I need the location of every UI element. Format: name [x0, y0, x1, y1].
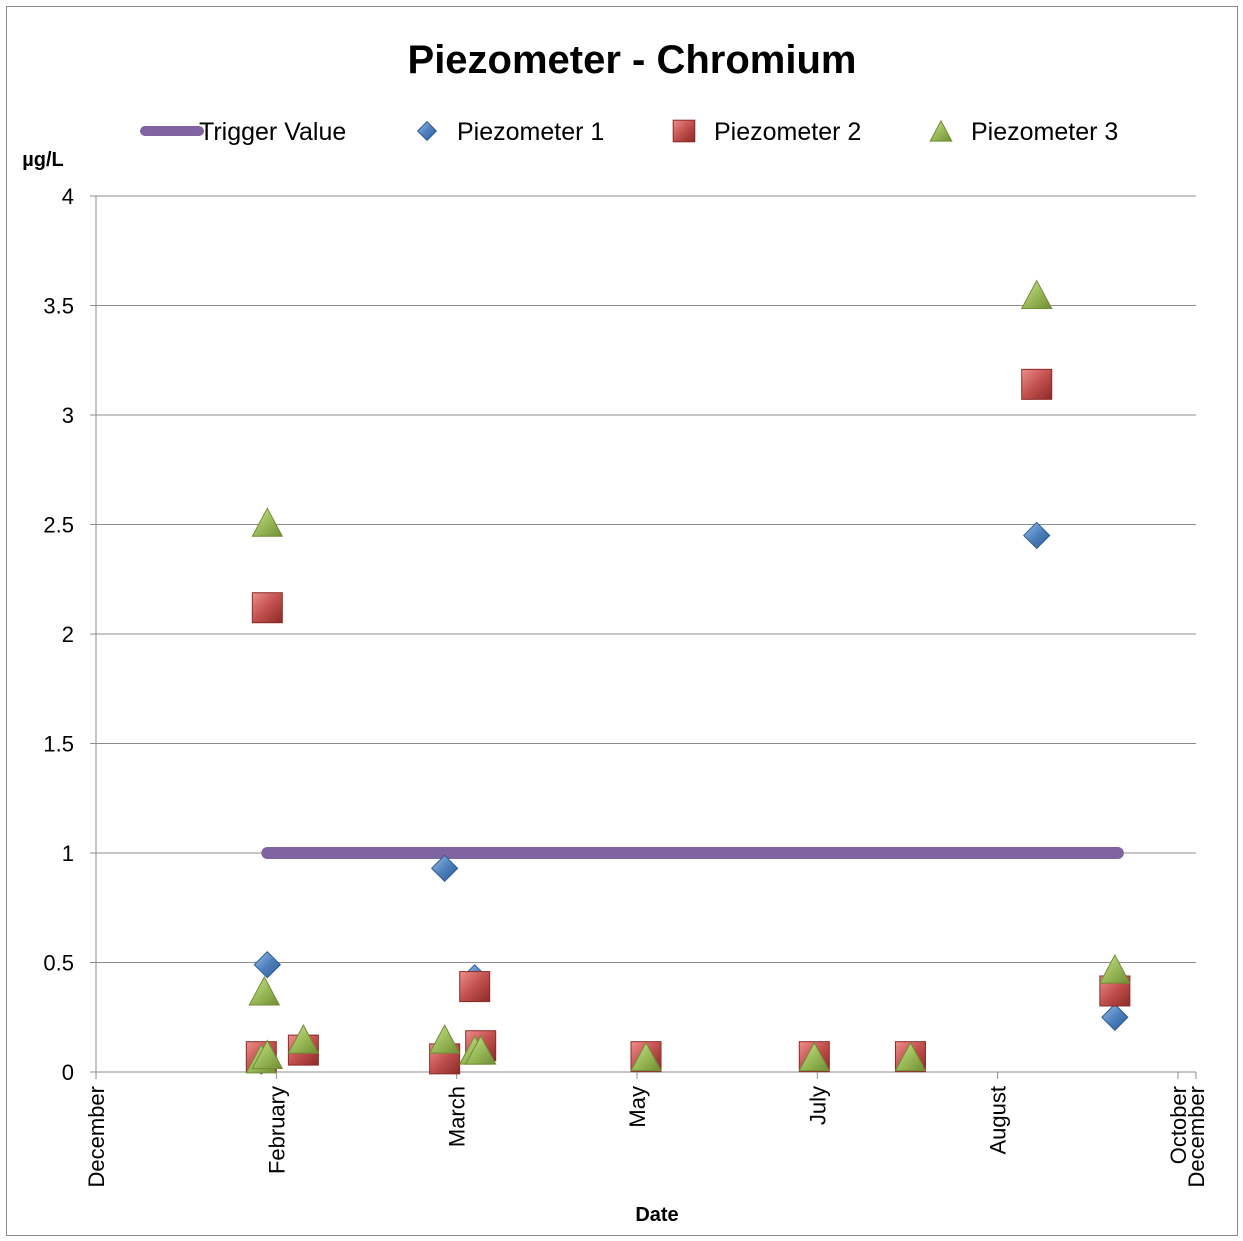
- triangle-point: [630, 1041, 662, 1072]
- legend-label: Piezometer 3: [971, 118, 1118, 146]
- triangle-point: [251, 507, 284, 537]
- chart-title: Piezometer - Chromium: [408, 38, 857, 82]
- legend-item: Piezometer 2: [672, 118, 861, 146]
- legend-diamond-swatch: [416, 120, 438, 142]
- x-tick-label: December: [84, 1086, 109, 1187]
- chart-frame: Piezometer - Chromium Trigger Value Piezo…: [6, 6, 1238, 1236]
- legend-label: Trigger Value: [199, 118, 346, 146]
- y-tick-label: 2.5: [43, 513, 74, 538]
- diamond-point: [430, 854, 459, 883]
- legend-label: Piezometer 1: [457, 118, 604, 146]
- y-tick-label: 3.5: [43, 294, 74, 319]
- legend-item: Trigger Value: [140, 118, 346, 146]
- diamond-point: [1101, 1003, 1129, 1031]
- triangle-point: [248, 975, 281, 1006]
- y-tick-label: 2: [62, 622, 74, 647]
- y-tick-label: 3: [62, 403, 74, 428]
- x-tick-label: October: [1166, 1086, 1191, 1164]
- x-tick-label: July: [805, 1086, 830, 1125]
- legend-label: Piezometer 2: [714, 118, 861, 146]
- legend: Trigger Value Piezometer 1 Piezometer 2 Pie…: [140, 118, 1118, 146]
- y-tick-label: 4: [62, 184, 74, 209]
- square-point: [251, 592, 283, 624]
- x-tick-label: February: [264, 1086, 289, 1174]
- series-3: [245, 368, 1131, 1075]
- y-tick-labels: 0 0.5 1 1.5 2 2.5 3 3.5 4: [43, 184, 74, 1085]
- triangle-point: [464, 1035, 497, 1065]
- y-tick-label: 0.5: [43, 951, 74, 976]
- y-tick-label: 1.5: [43, 732, 74, 757]
- legend-item: Piezometer 3: [929, 118, 1118, 146]
- x-tick-label: December: [1184, 1086, 1209, 1187]
- series-2: [247, 521, 1129, 1075]
- plot-series: [245, 279, 1131, 1075]
- y-axis-title: µg/L: [22, 149, 64, 171]
- triangle-point: [428, 1024, 461, 1054]
- diamond-point: [253, 950, 282, 979]
- x-axis-title: Date: [635, 1204, 678, 1226]
- axes: [90, 195, 1197, 1079]
- chart-svg: Piezometer - Chromium Trigger Value Piezo…: [22, 38, 1209, 1226]
- triangle-point: [894, 1041, 927, 1072]
- y-tick-label: 1: [62, 841, 74, 866]
- x-tick-label: August: [986, 1086, 1011, 1155]
- triangle-point: [1099, 954, 1131, 984]
- x-tick-label: March: [445, 1086, 470, 1147]
- diamond-point: [1023, 521, 1051, 550]
- square-point: [1021, 368, 1053, 400]
- series-4: [245, 279, 1131, 1074]
- legend-square-swatch: [672, 119, 696, 143]
- triangle-point: [251, 1039, 284, 1069]
- square-point: [459, 971, 491, 1003]
- triangle-point: [1020, 279, 1053, 310]
- triangle-point: [287, 1024, 320, 1054]
- x-tick-label: May: [625, 1086, 650, 1128]
- y-tick-label: 0: [62, 1060, 74, 1085]
- triangle-point: [798, 1041, 831, 1072]
- legend-triangle-swatch: [929, 119, 953, 142]
- legend-item: Piezometer 1: [416, 118, 604, 146]
- x-tick-labels: December February March May July August Octobe…: [84, 1086, 1209, 1187]
